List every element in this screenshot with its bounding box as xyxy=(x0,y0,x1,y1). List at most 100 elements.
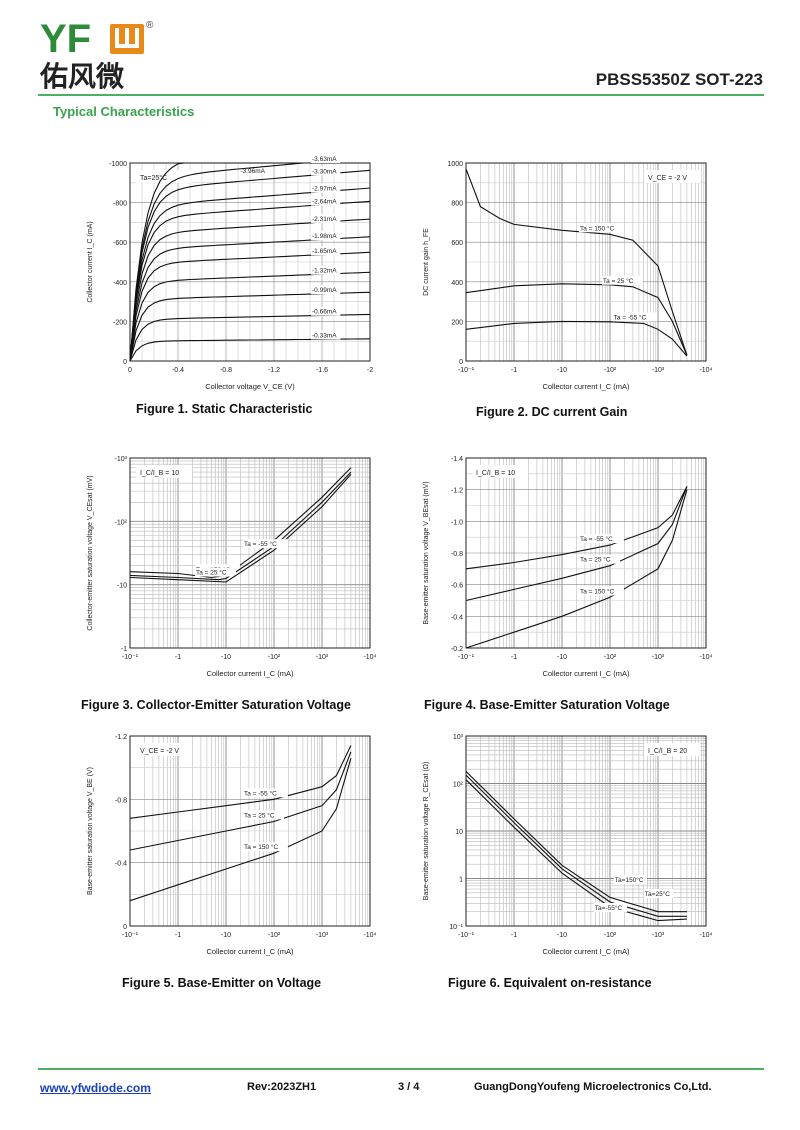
series-label-bg xyxy=(311,196,341,206)
y-tick-label: 400 xyxy=(451,280,463,287)
series-line xyxy=(129,758,352,902)
series-label: Ta = 25 °C xyxy=(603,277,634,285)
y-tick-label: -10³ xyxy=(115,456,128,463)
series-label-bg xyxy=(311,213,341,223)
series-label-bg xyxy=(311,330,341,340)
annotation-box xyxy=(472,465,528,478)
x-tick-label: -10³ xyxy=(652,932,665,939)
x-tick-label: -10 xyxy=(221,654,231,661)
x-tick-label: -10 xyxy=(557,654,567,661)
y-tick-label: 10⁻¹ xyxy=(449,924,463,931)
series-line xyxy=(129,471,352,581)
section-title: Typical Characteristics xyxy=(53,104,195,119)
series-line xyxy=(465,283,688,356)
y-tick-label: 1000 xyxy=(447,161,463,168)
series-line xyxy=(465,489,688,649)
x-tick-label: -10³ xyxy=(316,654,329,661)
y-tick-label: -400 xyxy=(113,280,127,287)
series-label: -3.30mA xyxy=(312,168,337,175)
series-label: Ta=150°C xyxy=(615,876,644,884)
x-axis-label: Collector voltage V_CE (V) xyxy=(205,382,295,391)
x-axis-label: Collector current I_C (mA) xyxy=(542,382,630,391)
y-axis-label: Base-emitter saturation voltage V_BE (V) xyxy=(87,767,94,895)
series-label: Ta = 25 °C xyxy=(244,812,275,820)
svg-text:YF: YF xyxy=(40,17,91,61)
x-axis-label: Collector current I_C (mA) xyxy=(542,669,630,678)
x-tick-label: -10³ xyxy=(652,367,665,374)
website-link[interactable]: www.yfwdiode.com xyxy=(40,1081,151,1095)
page-number: 3 / 4 xyxy=(398,1081,420,1093)
series-label-bg xyxy=(643,889,674,898)
series-label: -2.97mA xyxy=(312,186,337,193)
series-label-bg xyxy=(311,285,341,295)
figure-1-chart: 0 -0.4 -0.8 -1.2 -1.6 -2 0 -200 -400 -600 -800 -100… xyxy=(82,155,382,403)
figure-4-chart: -10⁻¹ -1 -10 -10² -10³ -10⁴ -0.2 -0.4 -0.6 -0.8 -1… xyxy=(418,450,718,690)
series-label: Ta=-55°C xyxy=(595,904,623,912)
series-label: -1.98mA xyxy=(312,233,337,240)
x-tick-label: -10⁴ xyxy=(363,932,376,939)
x-tick-label: -1.2 xyxy=(268,367,280,374)
x-tick-label: 0 xyxy=(128,367,132,374)
series-line xyxy=(465,320,688,357)
x-tick-label: -10³ xyxy=(652,654,665,661)
series-line xyxy=(465,486,688,570)
series-label: Ta = 150 °C xyxy=(580,224,615,232)
series-label-bg xyxy=(579,223,624,233)
y-tick-label: -1 xyxy=(121,646,127,653)
x-tick-label: -10⁴ xyxy=(699,367,712,374)
y-tick-label: -1.2 xyxy=(451,488,463,495)
x-tick-label: -10⁴ xyxy=(699,654,712,661)
annotation-box xyxy=(644,743,700,756)
y-tick-label: -0.4 xyxy=(115,861,127,868)
series-label: Ta = -55 °C xyxy=(614,313,647,321)
svg-text:佑风微: 佑风微 xyxy=(39,61,124,92)
annotation-text: I_C/I_B = 10 xyxy=(140,470,179,477)
y-tick-label: 0 xyxy=(123,924,127,931)
x-tick-label: -10⁻¹ xyxy=(458,367,475,374)
company-name: GuangDongYoufeng Microelectronics Co,Ltd… xyxy=(474,1081,712,1093)
y-axis-label: Base-emitter saturation voltage V_BEsat … xyxy=(423,481,430,624)
figure-4-caption: Figure 4. Base-Emitter Saturation Voltag… xyxy=(424,698,670,712)
series-label: Ta = 150 °C xyxy=(244,843,279,851)
series-label-bg xyxy=(579,534,624,544)
x-tick-label: -2 xyxy=(367,367,373,374)
y-tick-label: -10 xyxy=(117,583,127,590)
figure-6-chart: -10⁻¹ -1 -10 -10² -10³ -10⁴ 10⁻¹ 1 10 10² 10³ Colle… xyxy=(418,728,718,968)
series-label-bg xyxy=(579,554,620,564)
series-label-bg xyxy=(195,567,236,577)
series-line xyxy=(129,745,352,819)
x-tick-label: -10 xyxy=(557,932,567,939)
series-label-bg xyxy=(311,231,341,241)
x-tick-label: -1 xyxy=(511,654,517,661)
series-label-bg xyxy=(243,539,288,549)
y-tick-label: 10² xyxy=(453,782,464,789)
y-tick-label: -0.6 xyxy=(451,583,463,590)
series-label-bg xyxy=(311,183,341,193)
y-tick-label: -0.4 xyxy=(451,614,463,621)
annotation-text: V_CE = -2 V xyxy=(140,748,179,755)
figure-3-caption: Figure 3. Collector-Emitter Saturation V… xyxy=(81,698,351,712)
series-label-bg xyxy=(601,275,643,285)
x-tick-label: -1.6 xyxy=(316,367,328,374)
header-divider xyxy=(38,94,764,96)
y-tick-label: 600 xyxy=(451,240,463,247)
y-tick-label: -1.4 xyxy=(451,456,463,463)
x-axis-label: Collector current I_C (mA) xyxy=(206,669,294,678)
series-label-bg xyxy=(311,166,341,176)
series-label: -2.31mA xyxy=(312,216,337,223)
series-line xyxy=(465,774,687,917)
y-tick-label: -200 xyxy=(113,319,127,326)
figure-6-caption: Figure 6. Equivalent on-resistance xyxy=(448,976,652,990)
y-tick-label: -0.2 xyxy=(451,646,463,653)
y-tick-label: -1000 xyxy=(109,161,127,168)
series-label-bg xyxy=(311,155,341,163)
series-label-bg xyxy=(593,903,627,912)
annotation-text: Ta=25°C xyxy=(140,174,167,182)
annotation-box xyxy=(136,465,192,478)
series-line xyxy=(465,771,687,913)
series-label: -3.96mA xyxy=(240,168,265,175)
annotation-text: V_CE = -2 V xyxy=(648,175,687,182)
y-tick-label: -0.8 xyxy=(451,551,463,558)
plot-frame xyxy=(129,457,371,649)
series-label: Ta=25°C xyxy=(645,890,670,898)
